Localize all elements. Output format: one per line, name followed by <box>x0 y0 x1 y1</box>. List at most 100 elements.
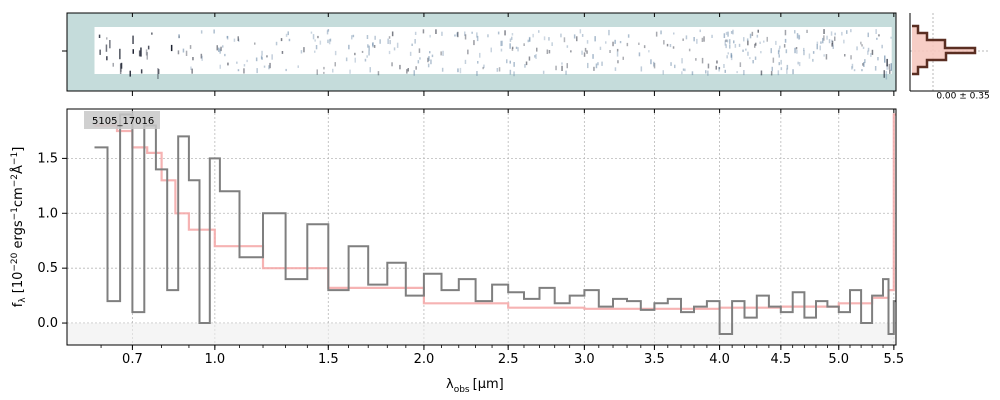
x-tick-label: 0.7 <box>122 352 143 367</box>
spectrum-2d-pixel <box>619 41 622 44</box>
spectrum-2d-pixel <box>867 32 869 38</box>
spectrum-2d-pixel <box>734 44 737 48</box>
spectrum-2d-pixel <box>599 46 602 50</box>
spectrum-2d-pixel <box>726 55 728 59</box>
spectrum-2d-pixel <box>534 55 536 58</box>
spectrum-2d-pixel <box>733 40 735 44</box>
spectrum-2d-pixel <box>749 33 752 39</box>
spectrum-2d-pixel <box>595 63 598 69</box>
spectrum-2d-pixel <box>441 31 443 36</box>
spectrum-2d-pixel <box>828 39 831 44</box>
spectrum-2d-pixel <box>351 35 353 40</box>
spectrum-2d-pixel <box>288 38 291 42</box>
spectrum-2d-pixel <box>391 31 394 37</box>
spectrum-2d-pixel <box>535 54 537 59</box>
spectrum-2d-pixel <box>246 59 248 63</box>
spectrum-2d-pixel <box>224 53 226 57</box>
spectrum-2d-pixel <box>483 64 485 69</box>
spectrum-2d-pixel <box>285 33 288 37</box>
spectrum-2d-pixel <box>586 50 588 54</box>
spectrum-2d-pixel <box>871 49 874 55</box>
spectrum-2d-pixel <box>798 62 801 67</box>
spectrum-2d-pixel <box>219 48 221 54</box>
spectrum-2d-pixel <box>406 69 408 74</box>
spectrum-2d-pixel <box>327 39 329 44</box>
spectrum-2d-pixel <box>695 58 697 61</box>
spectrum-2d-pixel <box>705 70 707 74</box>
spectrum-2d-pixel <box>496 68 499 72</box>
spectrum-2d-pixel <box>754 56 757 60</box>
spectrum-2d-pixel <box>626 42 629 47</box>
spectrum-2d-pixel <box>703 36 705 42</box>
spectrum-2d-pixel <box>874 66 877 71</box>
spectrum-2d-pixel <box>509 60 511 64</box>
spectrum-2d-pixel <box>312 34 315 40</box>
spectrum-2d-pixel <box>190 66 192 70</box>
spectrum-2d-pixel <box>227 62 229 66</box>
spectrum-2d-pixel <box>345 57 348 62</box>
spectrum-2d-image <box>94 27 892 80</box>
spectrum-2d-pixel <box>746 38 749 41</box>
spectrum-2d-pixel <box>812 58 814 62</box>
spectrum-2d-pixel <box>587 62 589 69</box>
spectrum-2d-pixel <box>140 69 143 74</box>
spectrum-2d-pixel <box>794 30 796 34</box>
spectrum-2d-pixel <box>388 36 391 39</box>
spectrum-2d-pixel <box>738 43 741 47</box>
spectrum-2d-pixel <box>881 44 883 49</box>
spectrum-2d-pixel <box>369 67 371 73</box>
spectrum-2d-pixel <box>616 51 619 57</box>
spectrum-2d-pixel <box>216 45 218 51</box>
spectrum-2d-pixel <box>407 68 409 72</box>
spectrum-2d-pixel <box>389 40 391 45</box>
spectrum-2d-pixel <box>323 71 325 74</box>
spectrum-2d-pixel <box>779 45 781 49</box>
spectrum-2d-pixel <box>361 50 364 53</box>
spectrum-2d-pixel <box>601 61 603 66</box>
spectrum-2d-pixel <box>860 41 862 45</box>
spectrum-2d-pixel <box>760 51 762 54</box>
spectrum-2d-pixel <box>826 35 828 40</box>
spectrum-2d-pixel <box>226 36 229 40</box>
x-tick-label: 1.5 <box>318 352 339 367</box>
spectrum-2d-pixel <box>464 59 467 64</box>
spectrum-2d-pixel <box>725 44 727 49</box>
spectrum-2d-pixel <box>260 55 263 59</box>
spectrum-2d-pixel <box>586 40 589 44</box>
spectrum-2d-pixel <box>672 46 675 49</box>
spectrum-2d-pixel <box>525 61 528 66</box>
spectrum-1d-panel: 0.7 1.0 1.5 2.0 2.5 3.0 3.5 4.0 4.5 5.0 5.5 0.0 0.5… <box>10 108 904 395</box>
spectrum-2d-pixel <box>888 63 891 70</box>
spectrum-2d-pixel <box>890 63 892 71</box>
spectrum-2d-pixel <box>638 52 641 57</box>
profile-plot <box>910 13 989 91</box>
spectrum-2d-pixel <box>477 61 479 64</box>
spectrum-2d-pixel <box>883 70 885 78</box>
spectrum-2d-pixel <box>238 38 240 42</box>
spectrum-2d-pixel <box>555 65 557 71</box>
spectrum-2d-pixel <box>219 64 221 69</box>
spectrum-2d-pixel <box>500 48 503 52</box>
spectrum-2d-pixel <box>834 32 836 36</box>
spectrum-2d-pixel <box>256 68 258 74</box>
spectrum-2d-pixel <box>285 68 287 72</box>
spectrum-2d-pixel <box>682 38 684 41</box>
spectrum-2d-pixel <box>795 47 798 50</box>
spectrum-2d-pixel <box>281 51 284 54</box>
spectrum-2d-pixel <box>831 43 833 47</box>
spectrum-2d-pixel <box>182 48 185 53</box>
spectrum-2d-pixel <box>784 38 787 43</box>
spectrum-2d-pixel <box>584 47 587 52</box>
spectrum-2d-pixel <box>798 34 800 40</box>
spectrum-2d-pixel <box>863 62 865 67</box>
x-tick-label: 4.0 <box>709 352 730 367</box>
spectrum-2d-pixel <box>310 31 313 34</box>
spectrum-2d-pixel <box>861 44 863 47</box>
spectrum-2d-pixel <box>670 62 672 66</box>
spectrum-2d-pixel <box>727 31 729 37</box>
spectrum-2d-pixel <box>851 63 854 69</box>
spectrum-2d-pixel <box>778 48 780 52</box>
spectrum-2d-pixel <box>565 70 567 75</box>
spectrum-2d-pixel <box>729 44 731 49</box>
spectrum-2d-pixel <box>147 45 150 50</box>
